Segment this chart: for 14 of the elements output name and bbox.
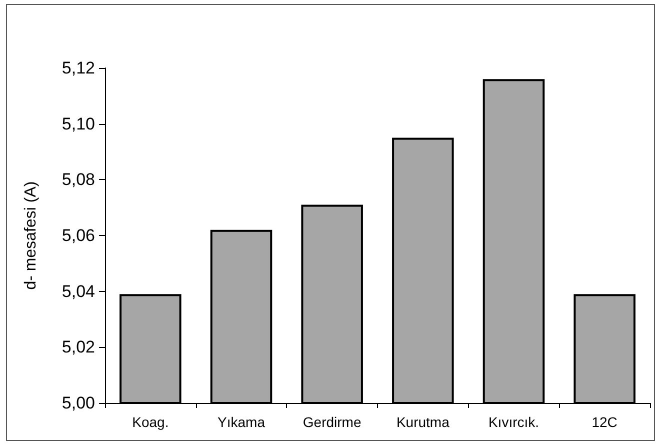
y-axis-title: d- mesafesi (A) (22, 181, 40, 290)
y-tick-label: 5,12 (62, 58, 95, 78)
x-tick-label: Kurutma (396, 414, 450, 430)
x-tick-label: Gerdirme (302, 414, 362, 430)
y-tick-label: 5,10 (62, 114, 95, 134)
y-tick-label: 5,02 (62, 338, 95, 357)
y-tick-label: 5,04 (62, 282, 95, 301)
y-tick-label: 5,00 (62, 394, 95, 412)
x-tick-label: Koag. (132, 414, 169, 430)
x-tick-label: Yıkama (218, 414, 266, 430)
x-tick-label: 12C (592, 414, 618, 430)
y-tick-label: 5,06 (62, 226, 95, 245)
y-tick-label: 5,08 (62, 170, 95, 190)
x-tick-label: Kıvırcık. (488, 414, 540, 430)
